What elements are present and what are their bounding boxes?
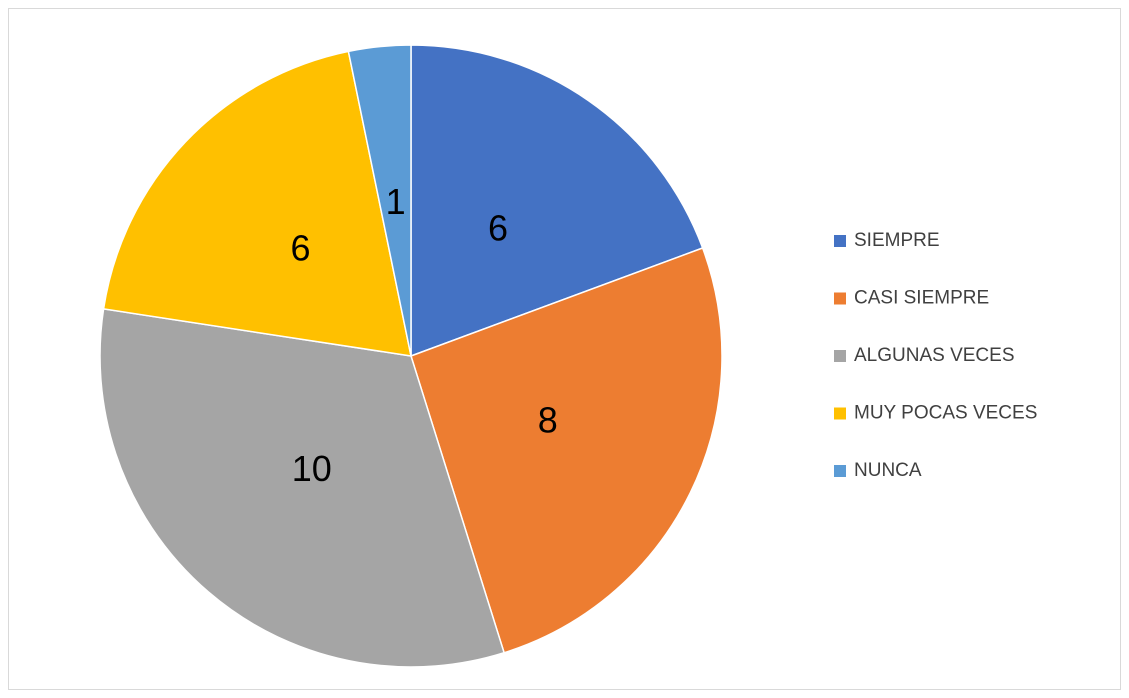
legend-swatch — [834, 292, 846, 305]
pie-slice — [347, 44, 412, 357]
pie-slice — [410, 44, 704, 358]
legend-label: CASI SIEMPRE — [854, 288, 989, 309]
legend-swatch — [834, 350, 846, 362]
data-label: 6 — [488, 207, 508, 248]
data-label: 1 — [386, 181, 406, 222]
legend-label: ALGUNAS VECES — [854, 345, 1015, 366]
legend-label: NUNCA — [854, 460, 922, 481]
legend-label: SIEMPRE — [854, 230, 940, 251]
pie-slice — [410, 247, 723, 654]
legend-swatch — [834, 407, 846, 420]
legend-swatch — [834, 465, 846, 477]
data-label: 10 — [292, 448, 332, 489]
data-label: 8 — [538, 400, 558, 441]
legend-swatch — [834, 235, 846, 247]
legend-label: MUY POCAS VECES — [854, 403, 1037, 424]
pie-slice — [102, 50, 412, 357]
data-label: 6 — [291, 228, 311, 269]
pie-slice — [99, 308, 506, 668]
